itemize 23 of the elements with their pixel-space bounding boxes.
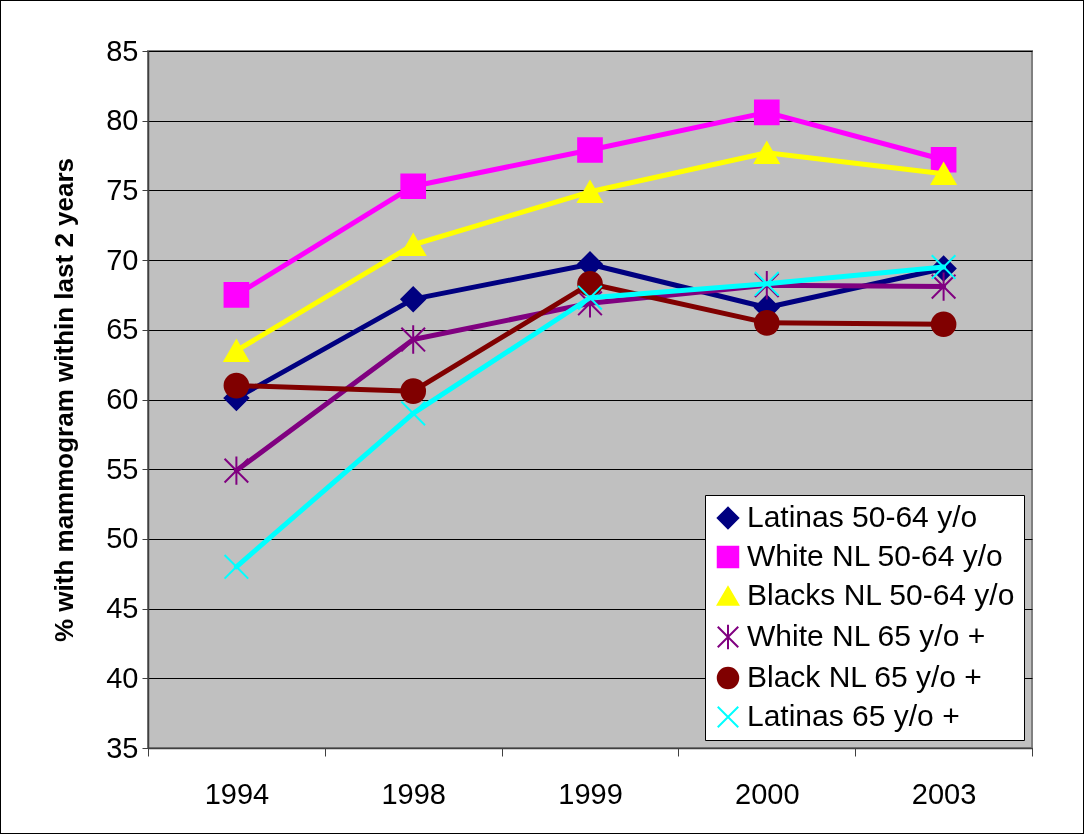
y-axis-title: % with mammogram within last 2 years: [49, 157, 80, 643]
legend-label: Latinas 65 y/o +: [747, 699, 960, 732]
y-tick-label: 80: [106, 104, 139, 137]
x-tick-label: 1994: [204, 777, 270, 810]
legend-label: Black NL 65 y/o +: [747, 660, 982, 693]
x-tick-label: 2000: [735, 777, 800, 810]
y-tick-label: 45: [106, 592, 139, 625]
y-tick-label: 65: [106, 313, 139, 346]
x-tick-label: 2003: [911, 777, 977, 810]
legend-label: Latinas 50-64 y/o: [747, 500, 978, 533]
y-tick-label: 35: [106, 731, 139, 764]
x-tick-label: 1998: [381, 777, 446, 810]
y-tick-label: 75: [106, 173, 139, 206]
y-tick-label: 70: [106, 243, 139, 276]
legend-label: Blacks NL 50-64 y/o: [747, 578, 1015, 611]
y-tick-label: 50: [106, 522, 139, 555]
x-tick-label: 1999: [558, 777, 623, 810]
y-tick-label: 85: [106, 34, 139, 67]
legend-label: White NL 50-64 y/o: [747, 539, 1003, 572]
y-tick-label: 40: [106, 661, 139, 694]
y-tick-label: 60: [106, 383, 139, 415]
y-tick-label: 55: [106, 452, 139, 485]
legend-label: White NL 65 y/o +: [747, 619, 986, 652]
